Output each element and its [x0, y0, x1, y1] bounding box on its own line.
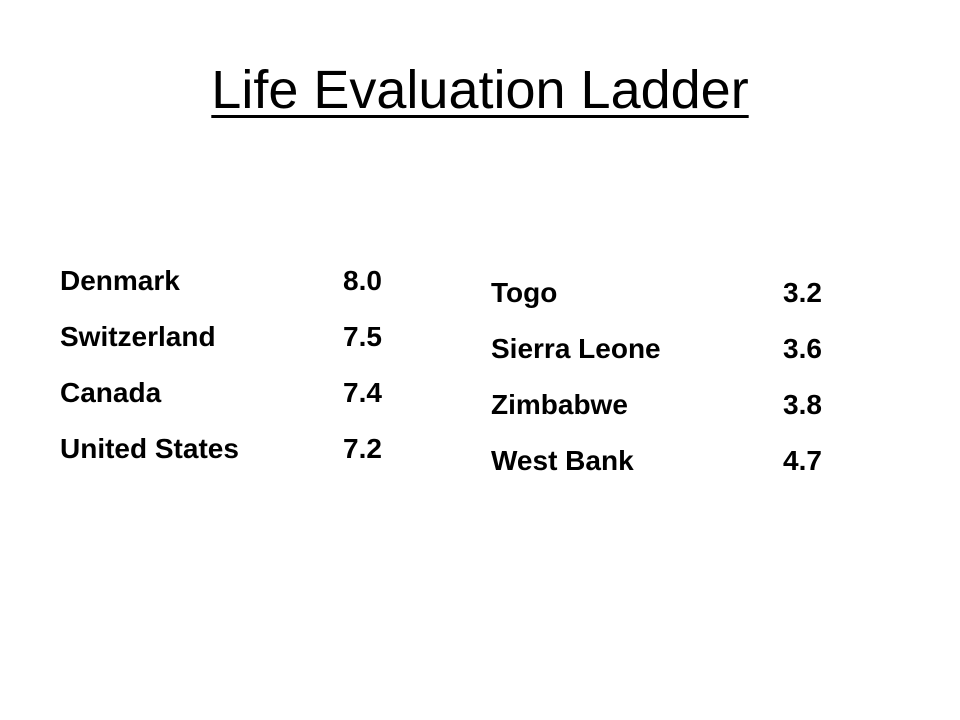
country-score: 3.8 — [783, 389, 822, 420]
country-name: Sierra Leone — [491, 333, 661, 364]
slide-title: Life Evaluation Ladder — [0, 58, 960, 123]
country-name: Zimbabwe — [491, 389, 628, 420]
country-score: 7.2 — [343, 433, 382, 464]
country-score: 3.2 — [783, 277, 822, 308]
table-row: Switzerland 7.5 — [60, 309, 403, 365]
country-name: Switzerland — [60, 321, 216, 352]
country-score: 8.0 — [343, 265, 382, 296]
table-row: West Bank 4.7 — [491, 433, 843, 489]
country-name: Canada — [60, 377, 162, 408]
table-row: Zimbabwe 3.8 — [491, 377, 843, 433]
country-name: United States — [60, 433, 239, 464]
country-score: 4.7 — [783, 445, 822, 476]
table-row: Togo 3.2 — [491, 265, 843, 321]
top-countries-table: Denmark 8.0 Switzerland 7.5 Canada 7.4 U… — [60, 253, 403, 477]
country-score: 7.4 — [343, 377, 382, 408]
slide-title-text: Life Evaluation Ladder — [211, 60, 749, 120]
table-row: Canada 7.4 — [60, 365, 403, 421]
country-score: 7.5 — [343, 321, 382, 352]
country-name: West Bank — [491, 445, 634, 476]
table-row: Sierra Leone 3.6 — [491, 321, 843, 377]
table-row: United States 7.2 — [60, 421, 403, 477]
bottom-countries-table: Togo 3.2 Sierra Leone 3.6 Zimbabwe 3.8 W… — [491, 265, 843, 489]
country-score: 3.6 — [783, 333, 822, 364]
country-name: Denmark — [60, 265, 180, 296]
table-row: Denmark 8.0 — [60, 253, 403, 309]
country-name: Togo — [491, 277, 558, 308]
